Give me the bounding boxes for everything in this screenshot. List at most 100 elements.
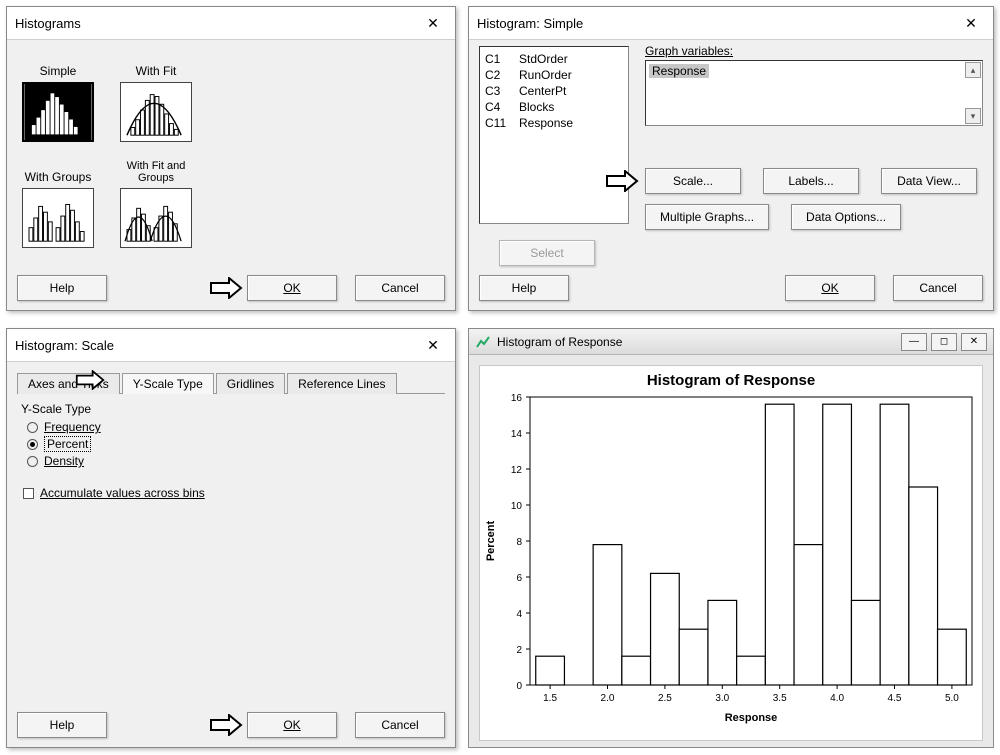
radio-density-label: Density <box>44 454 84 468</box>
dataview-button[interactable]: Data View... <box>881 168 977 194</box>
tab-axes[interactable]: Axes and Ticks <box>17 373 120 394</box>
scroll-up-icon[interactable]: ▴ <box>965 62 981 78</box>
thumb-withgroups <box>22 188 94 248</box>
list-item[interactable]: C11Response <box>484 115 574 131</box>
histogram-scale-body: Axes and Ticks Y-Scale Type Gridlines Re… <box>7 362 455 748</box>
tab-gridlines[interactable]: Gridlines <box>216 373 285 394</box>
close-icon[interactable]: ✕ <box>961 333 987 351</box>
histograms-title: Histograms <box>15 16 81 31</box>
data-options-button[interactable]: Data Options... <box>791 204 901 230</box>
histogram-scale-dialog: Histogram: Scale ✕ Axes and Ticks Y-Scal… <box>6 328 456 748</box>
histogram-simple-title: Histogram: Simple <box>477 16 583 31</box>
tab-yscale[interactable]: Y-Scale Type <box>122 373 214 394</box>
histogram-scale-titlebar: Histogram: Scale ✕ <box>7 329 455 362</box>
columns-listbox[interactable]: C1StdOrder C2RunOrder C3CenterPt C4Block… <box>479 46 629 224</box>
close-icon[interactable]: ✕ <box>419 335 447 355</box>
accumulate-label: Accumulate values across bins <box>40 486 205 500</box>
histogram-scale-button-row: Help OK Cancel <box>17 712 445 738</box>
graphvars-label: Graph variables: <box>645 44 983 58</box>
histograms-titlebar: Histograms ✕ <box>7 7 455 40</box>
thumb-withfit <box>120 82 192 142</box>
chart-window: Histogram of Response — ◻ ✕ Histogram of… <box>468 328 994 748</box>
scale-button[interactable]: Scale... <box>645 168 741 194</box>
list-item[interactable]: C4Blocks <box>484 99 574 115</box>
radio-percent[interactable]: Percent <box>27 436 445 452</box>
option-withfit-label: With Fit <box>136 50 177 78</box>
option-withgroups[interactable]: With Groups <box>17 156 99 248</box>
ok-button[interactable]: OK <box>785 275 875 301</box>
svg-text:16: 16 <box>511 393 523 404</box>
arrow-icon <box>209 714 243 736</box>
option-withfitgroups[interactable]: With Fit and Groups <box>115 156 197 248</box>
svg-text:4: 4 <box>516 609 522 620</box>
svg-text:12: 12 <box>511 465 523 476</box>
list-item[interactable]: C2RunOrder <box>484 67 574 83</box>
histogram-type-row1: Simple <box>17 50 445 142</box>
arrow-icon <box>209 277 243 299</box>
list-item[interactable]: C3CenterPt <box>484 83 574 99</box>
radio-icon <box>27 456 38 467</box>
labels-button[interactable]: Labels... <box>763 168 859 194</box>
histogram-simple-body: C1StdOrder C2RunOrder C3CenterPt C4Block… <box>469 40 993 311</box>
option-withgroups-label: With Groups <box>25 156 92 184</box>
help-button[interactable]: Help <box>17 275 107 301</box>
graphvars-selected-item[interactable]: Response <box>649 64 709 78</box>
svg-text:10: 10 <box>511 501 523 512</box>
histogram-simple-titlebar: Histogram: Simple ✕ <box>469 7 993 40</box>
tab-reflines[interactable]: Reference Lines <box>287 373 396 394</box>
histogram-type-row2: With Groups <box>17 156 445 248</box>
multiple-graphs-button[interactable]: Multiple Graphs... <box>645 204 769 230</box>
app-icon <box>475 334 491 350</box>
option-simple-label: Simple <box>40 50 77 78</box>
chart-window-title: Histogram of Response <box>497 335 622 349</box>
histogram-chart: 02468101214161.52.02.53.03.54.04.55.0Res… <box>480 391 986 731</box>
cancel-button[interactable]: Cancel <box>893 275 983 301</box>
svg-text:4.5: 4.5 <box>888 693 902 704</box>
histograms-dialog: Histograms ✕ Simple <box>6 6 456 311</box>
svg-text:2.0: 2.0 <box>601 693 615 704</box>
cancel-button[interactable]: Cancel <box>355 712 445 738</box>
histogram-simple-button-row: Help OK Cancel <box>479 275 983 301</box>
radio-frequency-label: Frequency <box>44 420 101 434</box>
radio-frequency[interactable]: Frequency <box>27 420 445 434</box>
ok-button[interactable]: OK <box>247 275 337 301</box>
svg-text:14: 14 <box>511 429 523 440</box>
close-icon[interactable]: ✕ <box>957 13 985 33</box>
option-withfit[interactable]: With Fit <box>115 50 197 142</box>
svg-text:1.5: 1.5 <box>543 693 557 704</box>
chart-title: Histogram of Response <box>480 366 982 391</box>
ok-button[interactable]: OK <box>247 712 337 738</box>
radio-icon <box>27 422 38 433</box>
cancel-button[interactable]: Cancel <box>355 275 445 301</box>
radio-icon <box>27 439 38 450</box>
radio-density[interactable]: Density <box>27 454 445 468</box>
chart-titlebar: Histogram of Response — ◻ ✕ <box>469 329 993 355</box>
histogram-scale-title: Histogram: Scale <box>15 338 114 353</box>
thumb-withfitgroups <box>120 188 192 248</box>
radio-percent-label: Percent <box>44 436 91 452</box>
svg-text:2.5: 2.5 <box>658 693 672 704</box>
list-item[interactable]: C1StdOrder <box>484 51 574 67</box>
minimize-icon[interactable]: — <box>901 333 927 351</box>
chart-area: Histogram of Response 02468101214161.52.… <box>479 365 983 741</box>
svg-text:5.0: 5.0 <box>945 693 959 704</box>
select-button: Select <box>499 240 595 266</box>
svg-text:4.0: 4.0 <box>830 693 844 704</box>
svg-text:2: 2 <box>516 645 522 656</box>
help-button[interactable]: Help <box>479 275 569 301</box>
option-simple[interactable]: Simple <box>17 50 99 142</box>
yscale-group-label: Y-Scale Type <box>21 402 445 416</box>
checkbox-icon <box>23 488 34 499</box>
svg-text:3.0: 3.0 <box>715 693 729 704</box>
histogram-simple-dialog: Histogram: Simple ✕ C1StdOrder C2RunOrde… <box>468 6 994 311</box>
graphvars-listbox[interactable]: Response ▴ ▾ <box>645 60 983 126</box>
scroll-down-icon[interactable]: ▾ <box>965 108 981 124</box>
tabstrip: Axes and Ticks Y-Scale Type Gridlines Re… <box>17 372 445 394</box>
histograms-body: Simple <box>7 40 455 311</box>
help-button[interactable]: Help <box>17 712 107 738</box>
close-icon[interactable]: ✕ <box>419 13 447 33</box>
svg-text:3.5: 3.5 <box>773 693 787 704</box>
maximize-icon[interactable]: ◻ <box>931 333 957 351</box>
accumulate-checkbox[interactable]: Accumulate values across bins <box>23 486 445 500</box>
option-withfitgroups-label: With Fit and Groups <box>115 156 197 184</box>
